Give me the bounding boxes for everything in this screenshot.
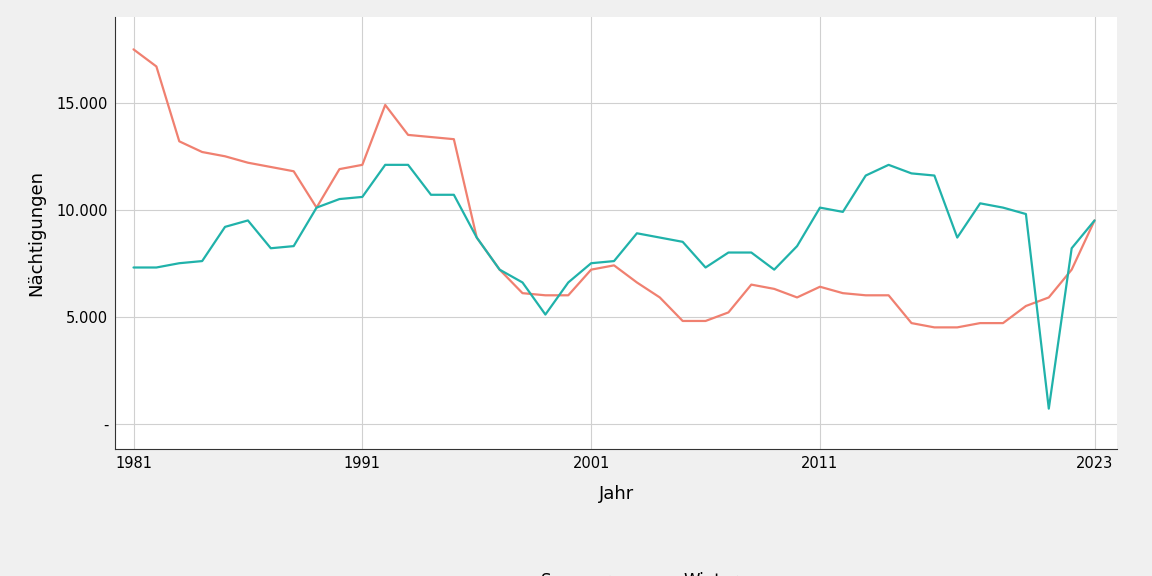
Sommer [127, 46, 141, 53]
Winter [287, 242, 301, 249]
X-axis label: Jahr: Jahr [599, 485, 634, 503]
Winter [538, 311, 552, 318]
Winter [493, 266, 507, 273]
Winter [790, 242, 804, 249]
Sommer [538, 292, 552, 299]
Sommer [561, 292, 575, 299]
Sommer [356, 161, 370, 168]
Sommer [424, 134, 438, 141]
Sommer [904, 320, 918, 327]
Sommer [150, 63, 164, 70]
Winter [996, 204, 1010, 211]
Winter [767, 266, 781, 273]
Sommer [653, 294, 667, 301]
Winter [470, 234, 484, 241]
Sommer [859, 292, 873, 299]
Winter [676, 238, 690, 245]
Winter [447, 191, 461, 198]
Winter [333, 196, 347, 203]
Winter [356, 194, 370, 200]
Winter [813, 204, 827, 211]
Sommer [1087, 217, 1101, 224]
Sommer [584, 266, 598, 273]
Sommer [1020, 302, 1033, 309]
Sommer [447, 136, 461, 143]
Sommer [790, 294, 804, 301]
Sommer [218, 153, 232, 160]
Winter [1087, 217, 1101, 224]
Sommer [264, 164, 278, 170]
Winter [150, 264, 164, 271]
Winter [561, 279, 575, 286]
Winter [1041, 405, 1055, 412]
Sommer [676, 317, 690, 324]
Winter [310, 204, 324, 211]
Winter [698, 264, 712, 271]
Sommer [607, 262, 621, 269]
Winter [973, 200, 987, 207]
Winter [630, 230, 644, 237]
Sommer [241, 159, 255, 166]
Winter [904, 170, 918, 177]
Sommer [813, 283, 827, 290]
Winter [516, 279, 530, 286]
Sommer [310, 204, 324, 211]
Legend: Sommer, Winter: Sommer, Winter [488, 566, 744, 576]
Sommer [927, 324, 941, 331]
Winter [195, 257, 209, 264]
Winter [241, 217, 255, 224]
Sommer [378, 101, 392, 108]
Winter [127, 264, 141, 271]
Sommer [516, 290, 530, 297]
Winter [950, 234, 964, 241]
Winter [744, 249, 758, 256]
Sommer [996, 320, 1010, 327]
Winter [1020, 211, 1033, 218]
Winter [927, 172, 941, 179]
Sommer [1041, 294, 1055, 301]
Sommer [173, 138, 187, 145]
Sommer [470, 234, 484, 241]
Y-axis label: Nächtigungen: Nächtigungen [28, 170, 46, 296]
Sommer [744, 281, 758, 288]
Winter [881, 161, 895, 168]
Winter [607, 257, 621, 264]
Winter [401, 161, 415, 168]
Winter [721, 249, 735, 256]
Winter [264, 245, 278, 252]
Winter [173, 260, 187, 267]
Winter [859, 172, 873, 179]
Line: Winter: Winter [134, 165, 1094, 408]
Sommer [698, 317, 712, 324]
Sommer [950, 324, 964, 331]
Sommer [630, 279, 644, 286]
Sommer [721, 309, 735, 316]
Winter [218, 223, 232, 230]
Sommer [881, 292, 895, 299]
Sommer [401, 131, 415, 138]
Sommer [333, 166, 347, 173]
Sommer [767, 286, 781, 293]
Winter [653, 234, 667, 241]
Winter [424, 191, 438, 198]
Winter [1064, 245, 1078, 252]
Sommer [493, 266, 507, 273]
Sommer [1064, 266, 1078, 273]
Sommer [973, 320, 987, 327]
Sommer [195, 149, 209, 156]
Sommer [287, 168, 301, 175]
Sommer [836, 290, 850, 297]
Winter [584, 260, 598, 267]
Line: Sommer: Sommer [134, 50, 1094, 327]
Winter [836, 209, 850, 215]
Winter [378, 161, 392, 168]
